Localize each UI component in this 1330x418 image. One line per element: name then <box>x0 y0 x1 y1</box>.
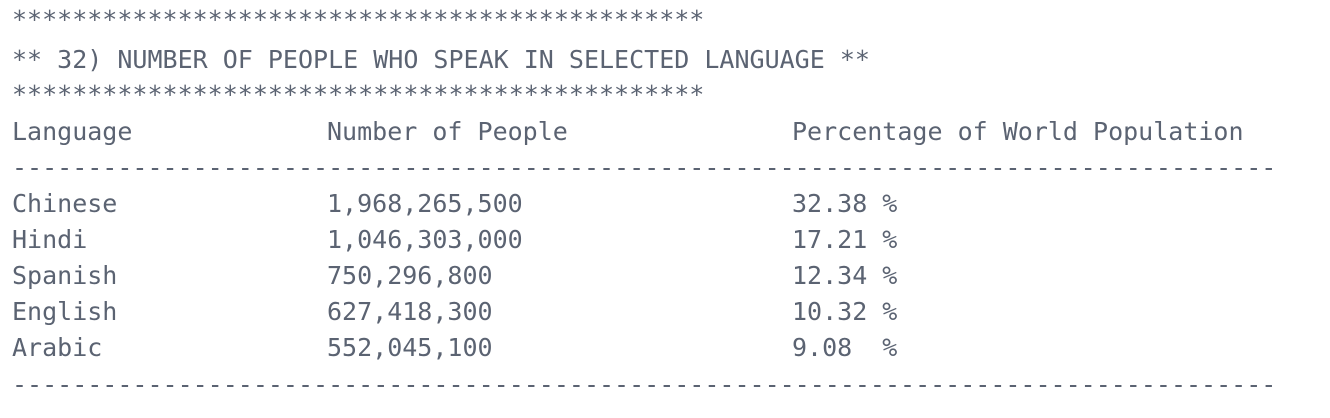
separator: ----------------------------------------… <box>12 153 1277 182</box>
column-header: Number of People <box>327 117 568 146</box>
percentage-cell: 10.32 % <box>792 297 898 326</box>
people-cell: 1,046,303,000 <box>327 225 523 254</box>
people-cell: 750,296,800 <box>327 261 493 290</box>
separator: ----------------------------------------… <box>12 370 1277 399</box>
banner-border: ****************************************… <box>12 5 705 34</box>
language-cell: Chinese <box>12 189 118 218</box>
people-cell: 1,968,265,500 <box>327 189 523 218</box>
percentage-cell: 32.38 % <box>792 189 898 218</box>
language-cell: Spanish <box>12 261 118 290</box>
percentage-cell: 17.21 % <box>792 225 898 254</box>
percentage-cell: 12.34 % <box>792 261 898 290</box>
language-cell: Hindi <box>12 225 88 254</box>
people-cell: 552,045,100 <box>327 333 493 362</box>
people-cell: 627,418,300 <box>327 297 493 326</box>
percentage-cell: 9.08 % <box>792 333 898 362</box>
column-header: Language <box>12 117 133 146</box>
column-header: Percentage of World Population <box>792 117 1244 146</box>
language-cell: Arabic <box>12 333 103 362</box>
language-cell: English <box>12 297 118 326</box>
banner-title: ** 32) NUMBER OF PEOPLE WHO SPEAK IN SEL… <box>12 45 870 74</box>
banner-border: ****************************************… <box>12 80 705 109</box>
